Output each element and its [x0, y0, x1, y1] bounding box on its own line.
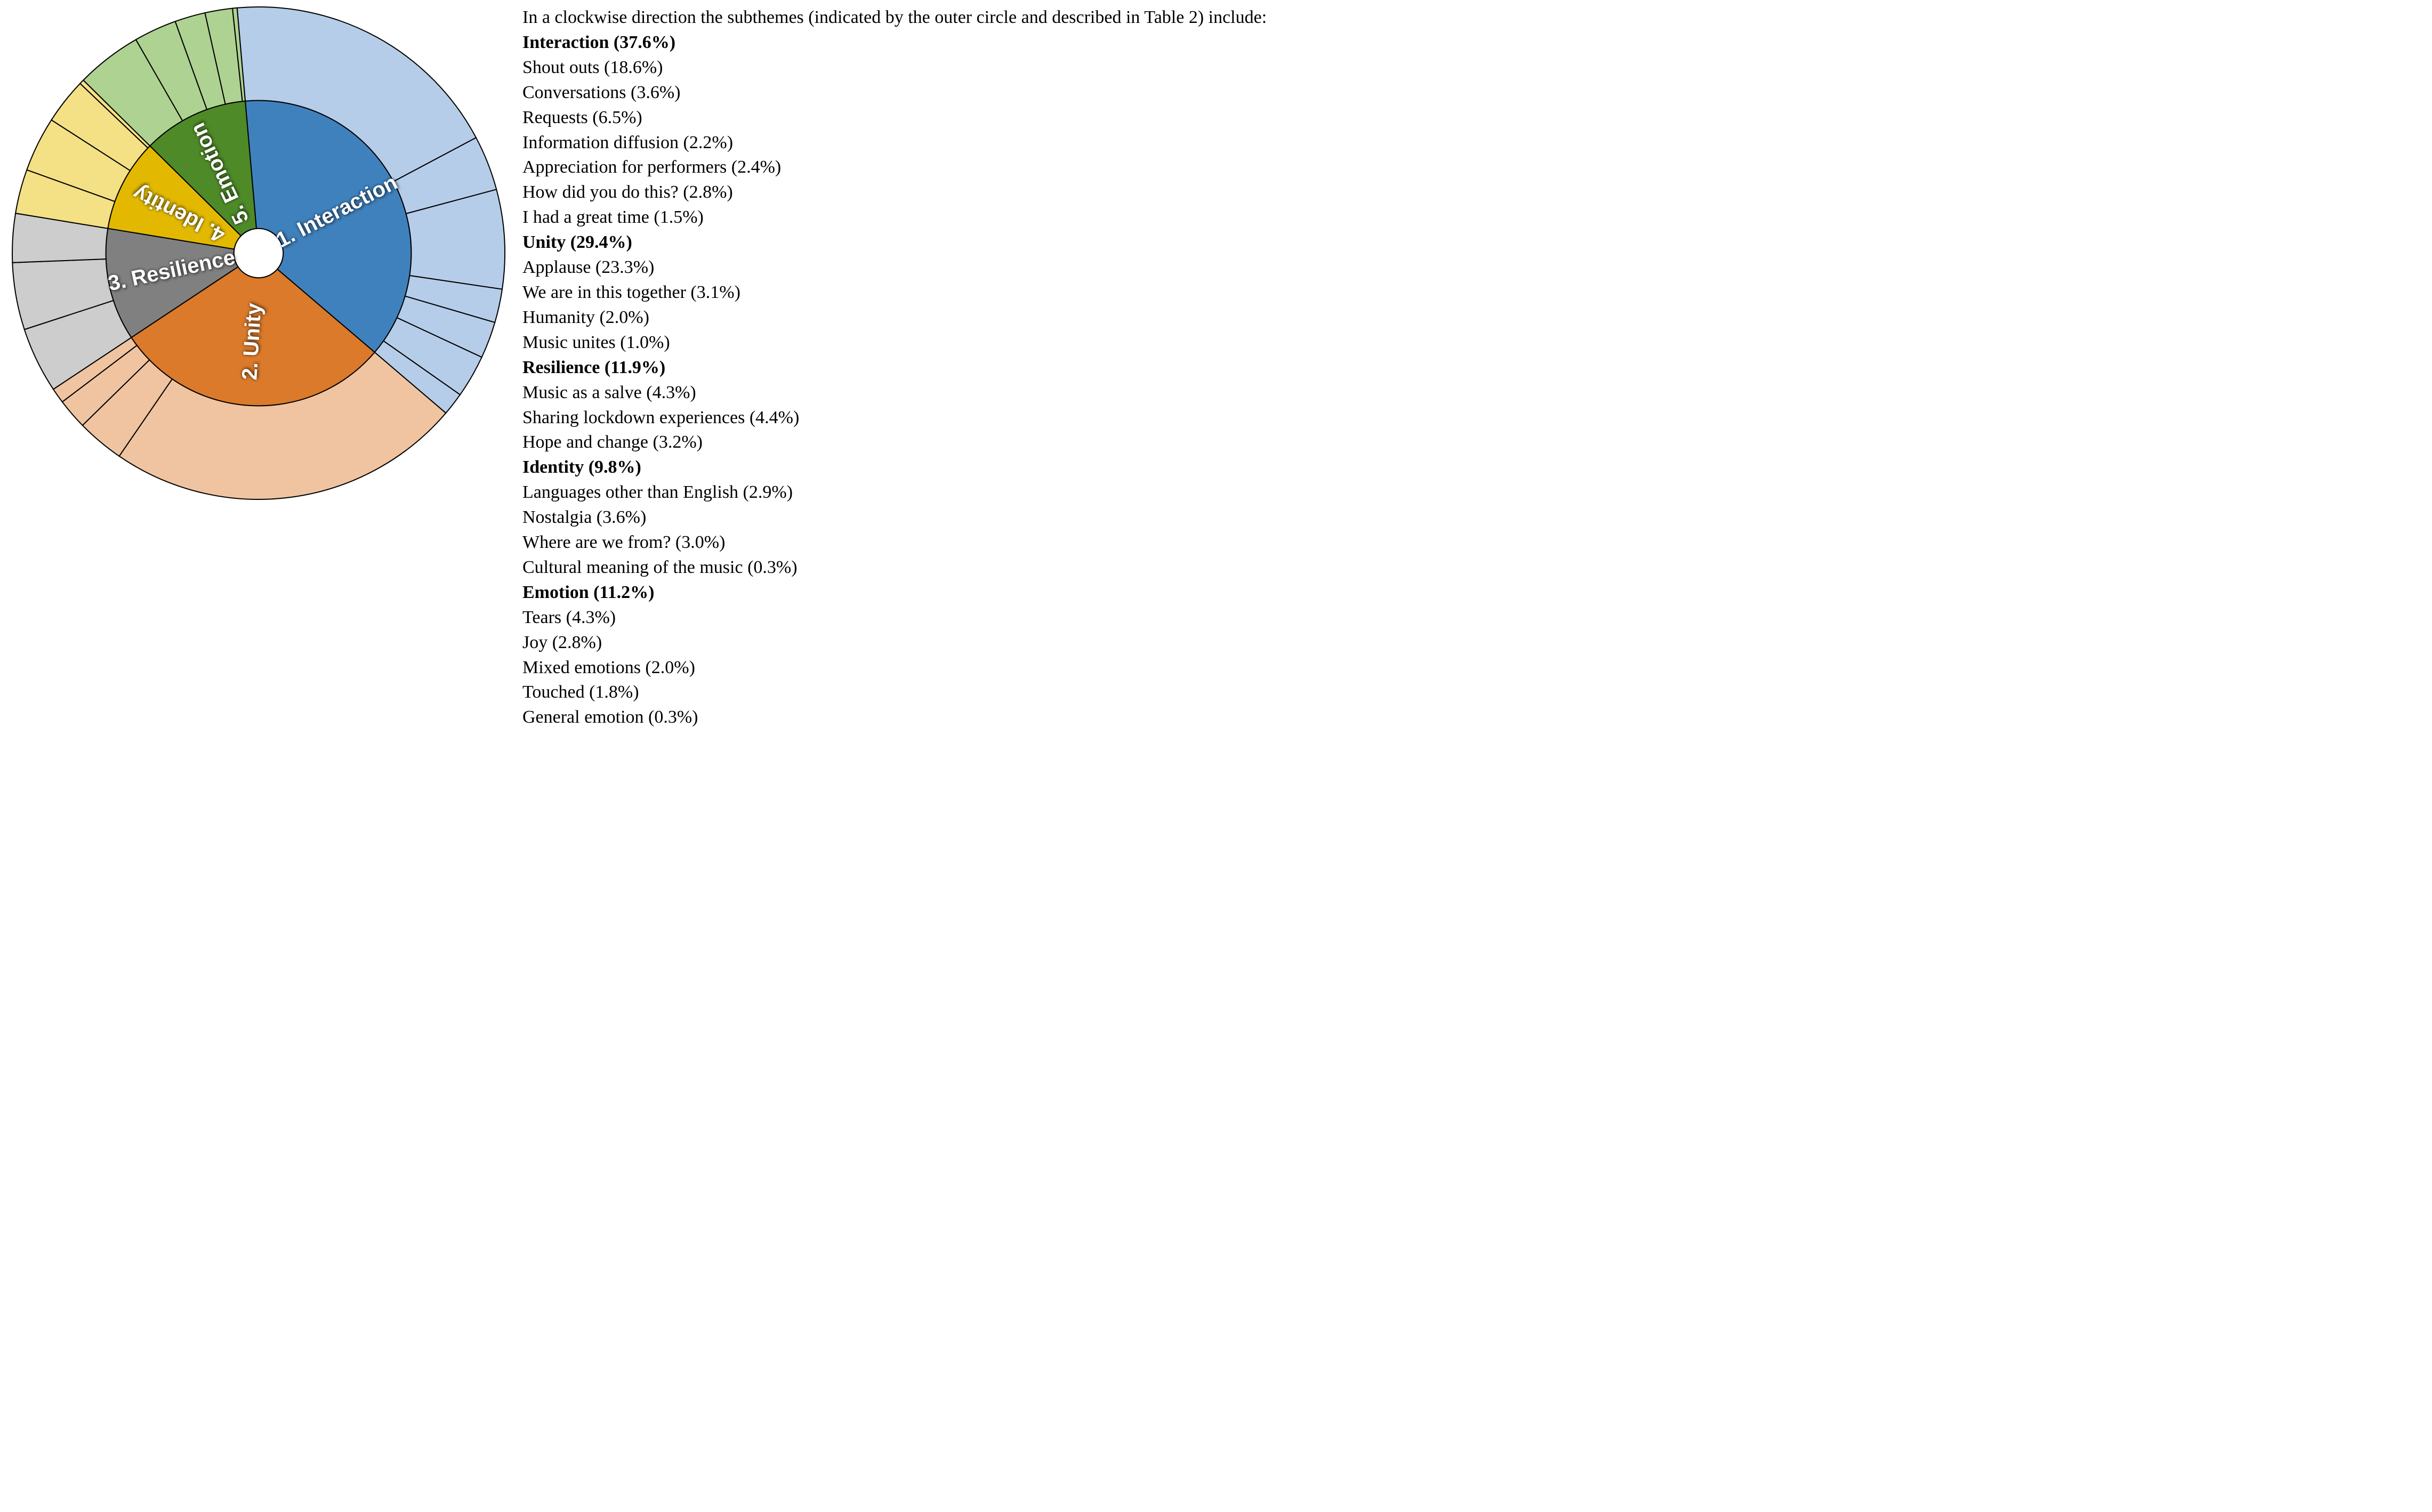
legend-heading: Identity (9.8%) [522, 455, 2421, 480]
legend-item: Touched (1.8%) [522, 680, 2421, 705]
legend-item: Mixed emotions (2.0%) [522, 656, 2421, 681]
legend-heading: Resilience (11.9%) [522, 355, 2421, 381]
legend-heading: Interaction (37.6%) [522, 30, 2421, 55]
legend-item: How did you do this? (2.8%) [522, 180, 2421, 205]
legend-item: We are in this together (3.1%) [522, 280, 2421, 305]
legend-item: Tears (4.3%) [522, 605, 2421, 630]
legend-item: I had a great time (1.5%) [522, 205, 2421, 230]
legend-item: Requests (6.5%) [522, 106, 2421, 131]
legend-intro: In a clockwise direction the subthemes (… [522, 5, 2421, 30]
legend-column: In a clockwise direction the subthemes (… [506, 5, 2421, 730]
legend-item: Information diffusion (2.2%) [522, 131, 2421, 156]
legend-item: Humanity (2.0%) [522, 305, 2421, 330]
legend-item: Music as a salve (4.3%) [522, 381, 2421, 406]
legend-item: Languages other than English (2.9%) [522, 480, 2421, 505]
chart-column: 1. Interaction2. Unity3. Resilience4. Id… [11, 5, 506, 504]
legend-item: Appreciation for performers (2.4%) [522, 155, 2421, 180]
legend-item: Joy (2.8%) [522, 630, 2421, 656]
page-root: 1. Interaction2. Unity3. Resilience4. Id… [0, 0, 2432, 746]
legend-item: Conversations (3.6%) [522, 80, 2421, 106]
legend-item: Sharing lockdown experiences (4.4%) [522, 406, 2421, 431]
legend-item: Applause (23.3%) [522, 255, 2421, 280]
legend-item: Music unites (1.0%) [522, 330, 2421, 355]
legend-heading: Emotion (11.2%) [522, 580, 2421, 605]
nested-pie-chart: 1. Interaction2. Unity3. Resilience4. Id… [11, 5, 506, 501]
legend-item: Shout outs (18.6%) [522, 55, 2421, 80]
legend-heading: Unity (29.4%) [522, 230, 2421, 255]
legend-item: Cultural meaning of the music (0.3%) [522, 555, 2421, 580]
slice-label-unity: 2. Unity [238, 302, 266, 381]
legend-item: Nostalgia (3.6%) [522, 505, 2421, 530]
legend-item: Where are we from? (3.0%) [522, 530, 2421, 555]
legend-item: Hope and change (3.2%) [522, 430, 2421, 455]
legend-item: General emotion (0.3%) [522, 705, 2421, 730]
